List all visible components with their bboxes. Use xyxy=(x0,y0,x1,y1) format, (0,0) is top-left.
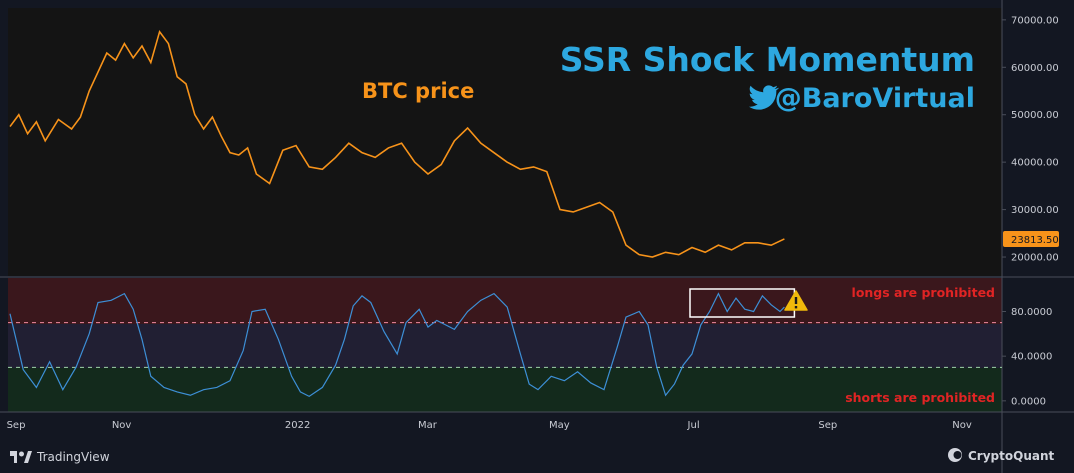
time-tick-label: Sep xyxy=(7,420,26,431)
tradingview-label: TradingView xyxy=(36,450,110,464)
longs-prohibited-zone xyxy=(8,278,1002,324)
shorts-prohibited-label: shorts are prohibited xyxy=(845,390,995,405)
shorts-prohibited-zone xyxy=(8,368,1002,412)
oscillator-tick-label: 0.0000 xyxy=(1011,396,1046,407)
price-tick-label: 40000.00 xyxy=(1011,158,1059,169)
chart-title: SSR Shock Momentum xyxy=(560,40,975,79)
time-tick-label: Sep xyxy=(818,420,837,431)
cryptoquant-logo[interactable]: CryptoQuant xyxy=(948,448,1055,463)
oscillator-tick-label: 80.0000 xyxy=(1011,307,1052,318)
price-tick-label: 70000.00 xyxy=(1011,15,1059,26)
time-tick-label: Jul xyxy=(687,420,700,431)
neutral-zone xyxy=(8,324,1002,368)
cryptoquant-icon xyxy=(948,448,962,462)
longs-prohibited-label: longs are prohibited xyxy=(852,285,995,300)
last-price-label: 23813.50 xyxy=(1011,235,1059,246)
twitter-icon xyxy=(748,85,779,110)
time-axis[interactable]: Sep Nov 2022 Mar May Jul Sep Nov xyxy=(7,420,972,431)
btc-price-line xyxy=(9,29,785,258)
price-tick-label: 20000.00 xyxy=(1011,253,1059,264)
cryptoquant-label: CryptoQuant xyxy=(968,449,1055,463)
oscillator-axis[interactable]: 0.0000 40.0000 80.0000 xyxy=(1002,307,1052,407)
price-tick-label: 60000.00 xyxy=(1011,63,1059,74)
btc-price-label: BTC price xyxy=(362,79,474,103)
price-tick-label: 50000.00 xyxy=(1011,110,1059,121)
tradingview-icon xyxy=(10,451,32,463)
time-tick-label: May xyxy=(549,420,570,431)
tradingview-logo[interactable]: TradingView xyxy=(10,450,110,464)
price-pane[interactable] xyxy=(8,8,1002,276)
time-tick-label: Mar xyxy=(418,420,438,431)
ssr-oscillator-line xyxy=(9,292,785,398)
time-tick-label: Nov xyxy=(112,420,132,431)
time-tick-label: Nov xyxy=(952,420,972,431)
price-axis[interactable]: 20000.00 30000.00 40000.00 50000.00 60000.00… xyxy=(1002,15,1059,264)
price-tick-label: 30000.00 xyxy=(1011,205,1059,216)
time-tick-label: 2022 xyxy=(285,420,310,431)
twitter-handle: @BaroVirtual xyxy=(775,83,975,114)
oscillator-tick-label: 40.0000 xyxy=(1011,352,1052,363)
last-price-badge: 23813.50 xyxy=(1003,230,1059,247)
warning-icon xyxy=(784,290,808,311)
last-price-badge-bg xyxy=(1003,230,1059,247)
